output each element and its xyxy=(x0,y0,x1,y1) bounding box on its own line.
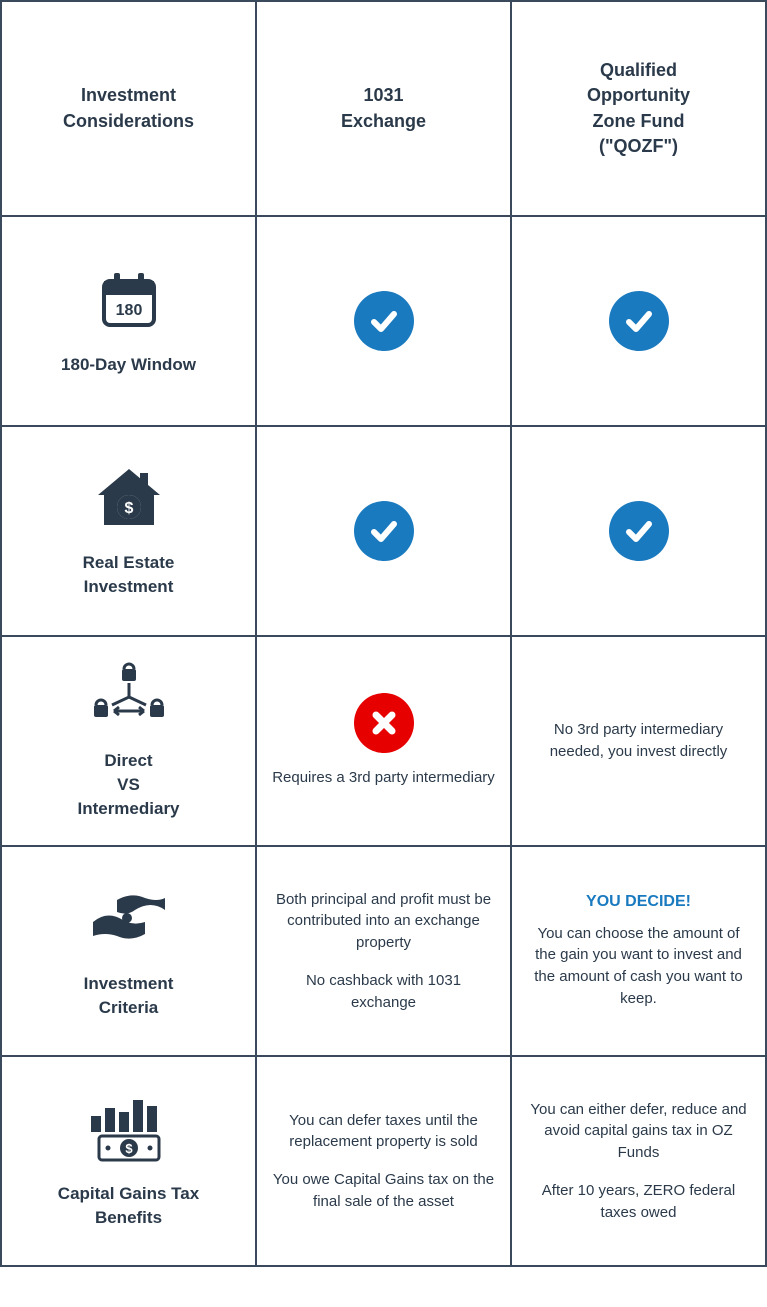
row4-label-cell: InvestmentCriteria xyxy=(1,846,256,1056)
row5-col3-text2: After 10 years, ZERO federal taxes owed xyxy=(527,1180,750,1224)
row4-col2: Both principal and profit must be contri… xyxy=(256,846,511,1056)
row3-label-cell: DirectVSIntermediary xyxy=(1,636,256,846)
hands-coin-icon xyxy=(87,882,171,954)
check-icon xyxy=(609,501,669,561)
row2-label-cell: $ Real EstateInvestment xyxy=(1,426,256,636)
svg-text:180: 180 xyxy=(115,302,142,319)
direct-intermediary-icon xyxy=(84,661,174,731)
row2-label: Real EstateInvestment xyxy=(83,551,175,599)
header-col3-text: QualifiedOpportunityZone Fund("QOZF") xyxy=(587,58,690,159)
row1-label-cell: 180 180-Day Window xyxy=(1,216,256,426)
header-col2: 1031Exchange xyxy=(256,1,511,216)
row4-col3-text1: You can choose the amount of the gain yo… xyxy=(527,923,750,1010)
row2-col3 xyxy=(511,426,766,636)
row4-col2-text1: Both principal and profit must be contri… xyxy=(272,889,495,954)
check-icon xyxy=(354,501,414,561)
check-icon xyxy=(609,291,669,351)
svg-text:$: $ xyxy=(125,1141,133,1156)
row5-label-cell: $ Capital Gains TaxBenefits xyxy=(1,1056,256,1266)
row5-col2-text2: You owe Capital Gains tax on the final s… xyxy=(272,1169,495,1213)
row4-col2-text2: No cashback with 1031 exchange xyxy=(272,970,495,1014)
calendar-180-icon: 180 xyxy=(94,265,164,335)
row3-label: DirectVSIntermediary xyxy=(77,749,179,820)
row3-col3-text1: No 3rd party intermediary needed, you in… xyxy=(527,719,750,763)
row5-col3: You can either defer, reduce and avoid c… xyxy=(511,1056,766,1266)
row4-col3: YOU DECIDE! You can choose the amount of… xyxy=(511,846,766,1056)
row3-col2: Requires a 3rd party intermediary xyxy=(256,636,511,846)
row3-col2-text1: Requires a 3rd party intermediary xyxy=(272,767,495,789)
x-icon xyxy=(354,693,414,753)
house-dollar-icon: $ xyxy=(90,463,168,533)
header-col1: InvestmentConsiderations xyxy=(1,1,256,216)
row5-col3-text1: You can either defer, reduce and avoid c… xyxy=(527,1099,750,1164)
row4-label: InvestmentCriteria xyxy=(84,972,174,1020)
row5-col2: You can defer taxes until the replacemen… xyxy=(256,1056,511,1266)
row1-col3 xyxy=(511,216,766,426)
header-col2-text: 1031Exchange xyxy=(341,83,426,133)
row5-col2-text1: You can defer taxes until the replacemen… xyxy=(272,1110,495,1154)
header-col1-text: InvestmentConsiderations xyxy=(63,83,194,133)
header-col3: QualifiedOpportunityZone Fund("QOZF") xyxy=(511,1,766,216)
row5-label: Capital Gains TaxBenefits xyxy=(58,1182,199,1230)
chart-money-icon: $ xyxy=(81,1092,177,1164)
row3-col3: No 3rd party intermediary needed, you in… xyxy=(511,636,766,846)
check-icon xyxy=(354,291,414,351)
svg-text:$: $ xyxy=(124,500,133,517)
row1-label: 180-Day Window xyxy=(61,353,196,377)
row2-col2 xyxy=(256,426,511,636)
row1-col2 xyxy=(256,216,511,426)
row4-col3-highlight: YOU DECIDE! xyxy=(586,893,691,911)
comparison-table: InvestmentConsiderations 1031Exchange Qu… xyxy=(0,0,767,1267)
